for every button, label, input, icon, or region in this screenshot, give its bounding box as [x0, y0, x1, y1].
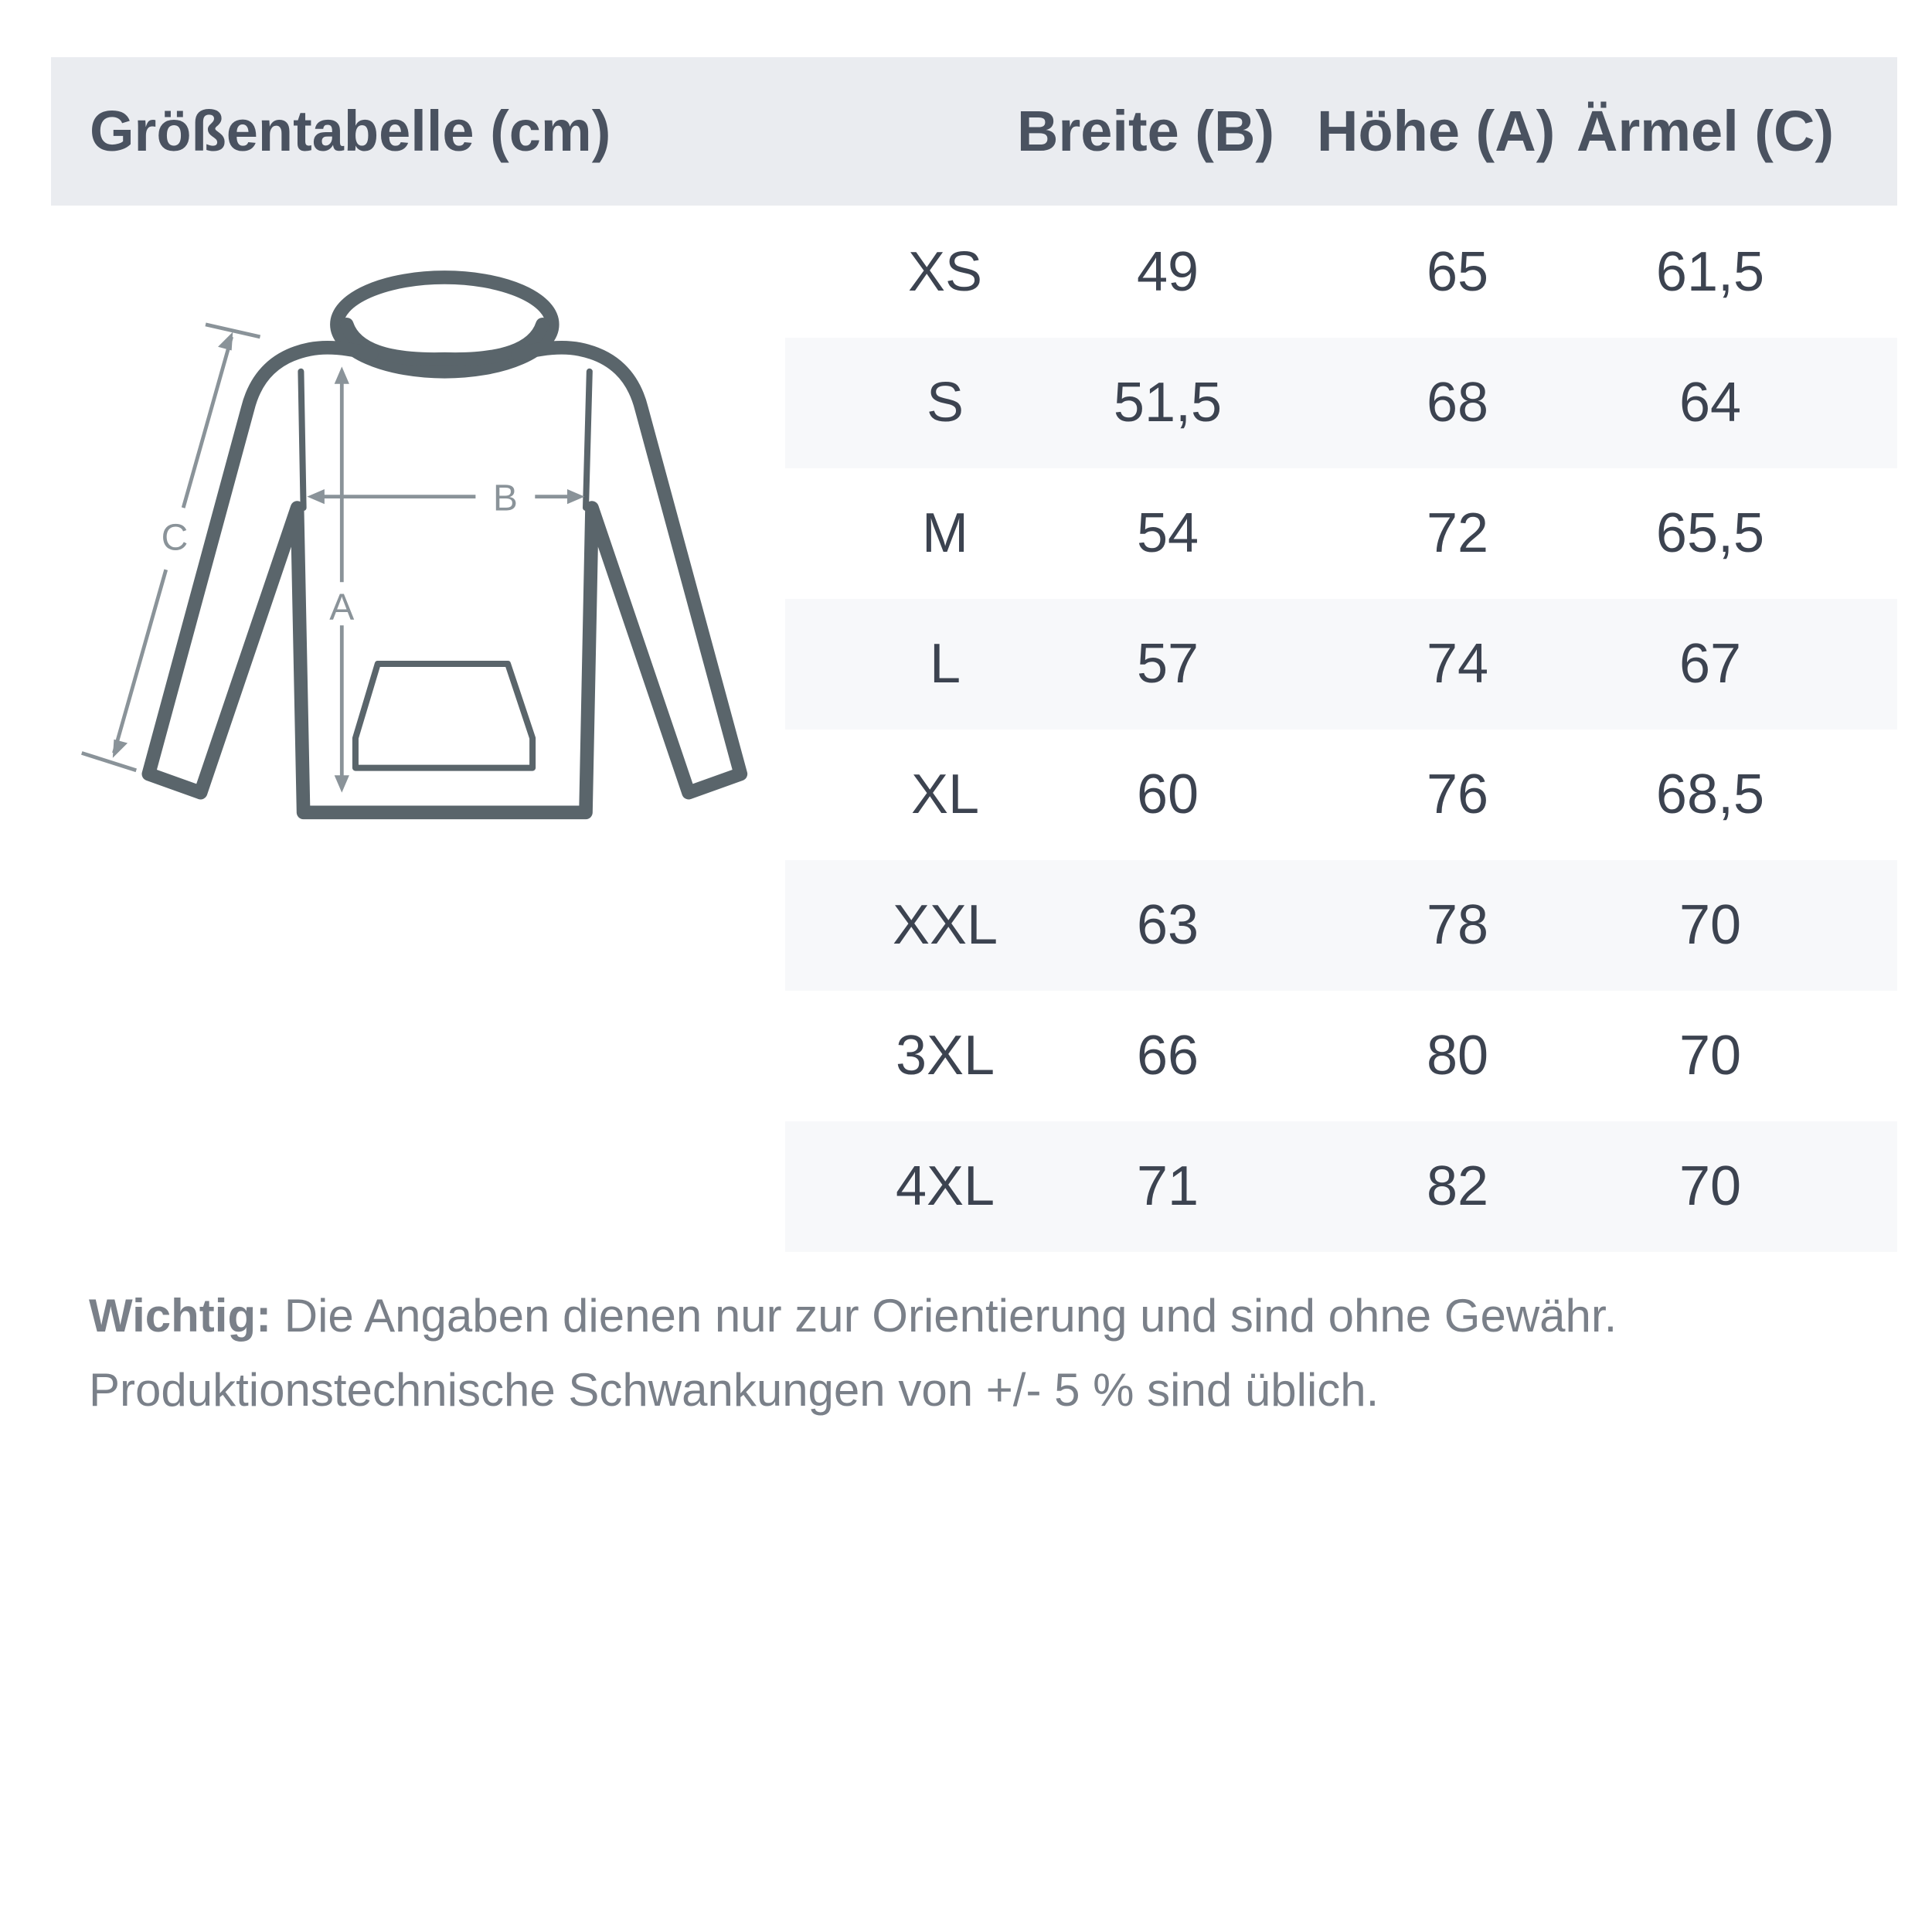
label-b: B	[493, 477, 518, 519]
cell-breite: 63	[1136, 894, 1199, 956]
table-row: L 57 74 67	[785, 599, 1897, 730]
size-table: XS 49 65 61,5 S 51,5 68 64 M 54 72 65,5 L 57 74 67 XL 60 7…	[785, 207, 1897, 1252]
table-row: XL 60 76 68,5	[785, 730, 1897, 860]
cell-size: M	[922, 502, 968, 564]
cell-size: XL	[910, 764, 980, 825]
cell-size: 4XL	[895, 1155, 995, 1217]
cell-breite: 66	[1136, 1025, 1199, 1087]
table-row: XS 49 65 61,5	[785, 207, 1897, 338]
label-c: C	[162, 517, 189, 559]
cell-aermel: 70	[1679, 1025, 1742, 1087]
column-header-aermel: Ärmel (C)	[1577, 99, 1835, 163]
table-row: S 51,5 68 64	[785, 338, 1897, 468]
cell-size: 3XL	[895, 1025, 995, 1087]
cell-aermel: 68,5	[1655, 764, 1765, 825]
cell-hoehe: 74	[1426, 633, 1489, 695]
column-header-breite: Breite (B)	[1017, 99, 1275, 163]
cell-breite: 71	[1136, 1155, 1199, 1217]
note-line-2: Produktionstechnische Schwankungen von +…	[89, 1364, 1379, 1416]
cell-hoehe: 65	[1426, 241, 1489, 303]
cell-size: XS	[907, 241, 983, 303]
cell-aermel: 70	[1679, 894, 1742, 956]
cell-size: XXL	[892, 894, 998, 956]
table-title: Größentabelle (cm)	[90, 99, 611, 163]
column-header-hoehe: Höhe (A)	[1317, 99, 1556, 163]
cell-hoehe: 82	[1426, 1155, 1489, 1217]
table-row: 4XL 71 82 70	[785, 1121, 1897, 1252]
cell-breite: 51,5	[1113, 372, 1223, 434]
cell-hoehe: 72	[1426, 502, 1489, 564]
table-header: Größentabelle (cm) Breite (B) Höhe (A) Ä…	[51, 57, 1897, 206]
cell-breite: 49	[1136, 241, 1199, 303]
cell-aermel: 70	[1679, 1155, 1742, 1217]
cell-hoehe: 80	[1426, 1025, 1489, 1087]
note-label: Wichtig:	[89, 1290, 272, 1342]
cell-aermel: 67	[1679, 633, 1742, 695]
cell-breite: 54	[1136, 502, 1199, 564]
cell-hoehe: 78	[1426, 894, 1489, 956]
note-line-1: Die Angaben dienen nur zur Orientierung …	[284, 1290, 1617, 1342]
cell-hoehe: 68	[1426, 372, 1489, 434]
table-row: XXL 63 78 70	[785, 860, 1897, 991]
cell-aermel: 65,5	[1655, 502, 1765, 564]
cell-aermel: 61,5	[1655, 241, 1765, 303]
table-row: M 54 72 65,5	[785, 468, 1897, 599]
disclaimer-note: Wichtig: Die Angaben dienen nur zur Orie…	[89, 1279, 1905, 1427]
cell-size: L	[929, 633, 961, 695]
measurement-arrows	[81, 322, 585, 793]
table-row: 3XL 66 80 70	[785, 991, 1897, 1121]
hoodie-outline-icon	[141, 270, 748, 820]
label-a: A	[329, 586, 354, 628]
cell-aermel: 64	[1679, 372, 1742, 434]
cell-size: S	[926, 372, 964, 434]
cell-breite: 60	[1136, 764, 1199, 825]
cell-hoehe: 76	[1426, 764, 1489, 825]
cell-breite: 57	[1136, 633, 1199, 695]
